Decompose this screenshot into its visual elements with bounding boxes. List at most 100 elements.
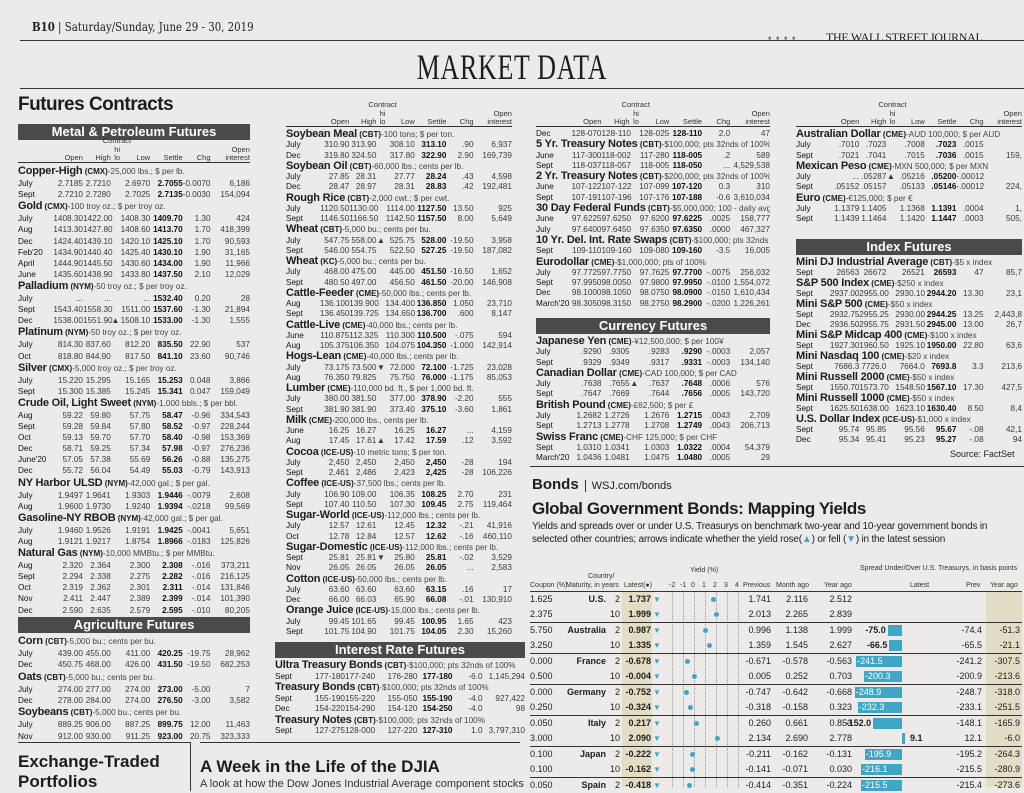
table-row: July 1408.30 1422.00 1408.30 1409.70 1.30 424: [18, 213, 250, 224]
cell-high: 1638.00: [859, 404, 889, 413]
cell-open-interest: 418,399: [220, 225, 250, 235]
cell-settle: 100.95: [421, 616, 447, 626]
header-month-ago: Month ago: [776, 582, 810, 589]
cell-high: .7041: [865, 150, 887, 160]
coupon: 0.500: [530, 671, 553, 681]
cell-low: 101.75: [389, 626, 415, 636]
cell-open-interest: 130,910: [482, 595, 512, 604]
table-row: Sept 480.50 497.00 456.50 461.50 -20.00 146,90…: [286, 278, 512, 288]
previous-yield: 0.996: [748, 625, 771, 635]
cell-open-interest: 142,914: [482, 341, 512, 350]
cell-hilo-marker: [886, 310, 895, 320]
table-row: July 73.175 73.500 ▼ 72.000 72.100 -1.725 23,02…: [286, 363, 512, 373]
table-row: July 1.9497 1.9641 1.9303 1.9446 -.0079 2,608: [18, 490, 250, 501]
table-row: Sept 155-190 155-220 155-050 155-190 -4.0 927,…: [275, 694, 525, 705]
bonds-link[interactable]: WSJ.com/bonds: [584, 480, 672, 492]
contract-spec: -£62,500; $ per £: [630, 400, 694, 410]
cell-open: .7647: [581, 389, 602, 399]
header-open: Open: [840, 117, 860, 126]
cell-open: 1.9600: [57, 501, 83, 511]
exchange-code: (ICE-US): [882, 415, 915, 424]
cell-settle: 104.05: [421, 626, 447, 636]
cell-high: 844.90: [85, 351, 111, 361]
cell-settle: 66.08: [425, 595, 447, 604]
cell-month: June: [286, 330, 304, 340]
cell-settle: 1.0480: [677, 453, 703, 463]
column-divider: [190, 742, 191, 791]
cell-settle: .7656: [681, 389, 703, 399]
cell-month: Dec: [18, 316, 33, 326]
cell-settle: 16.27: [425, 426, 447, 435]
cell-hilo-marker: [376, 532, 385, 542]
contract-title: Cattle-Feeder: [286, 287, 354, 299]
cell-high: 109-160: [601, 246, 632, 256]
table-row: Nov 912.00 930.00 911.25 923.00 20.75 323,333: [18, 731, 250, 742]
spread-year-ago: -51.3: [999, 625, 1020, 635]
cell-open-interest: 7: [245, 684, 250, 694]
contract-name: Eurodollar (CME)-$1,000,000; pts of 100%: [536, 257, 770, 268]
cell-hilo-marker: [111, 375, 120, 386]
cell-settle: .7036: [935, 150, 957, 160]
cell-open: 1.1379: [834, 204, 860, 214]
cell-low: 373.40: [389, 404, 415, 414]
cell-change: .0015: [963, 140, 984, 150]
cell-high: 63.60: [355, 584, 377, 594]
cell-hilo-marker: [376, 627, 385, 637]
year-ago-yield: 2.778: [829, 733, 852, 743]
cell-month: Dec: [796, 435, 811, 444]
cell-settle: 923.00: [157, 731, 183, 741]
table-row: Dec 2.590 2.635 2.579 2.595 -.010 80,205: [18, 605, 250, 616]
section-title: MARKET DATA: [416, 47, 608, 87]
contract-spec: -MXN 500,000; $ per MXN: [891, 161, 989, 171]
cell-month: Dec: [796, 320, 811, 329]
header-spread-latest: Latest: [910, 582, 930, 589]
cell-month: Sept: [536, 442, 553, 452]
exchange-code: (CMX): [49, 363, 73, 373]
cell-hilo-marker: [111, 236, 120, 247]
latest-yield: -0.222: [625, 749, 651, 759]
contract-spec: -5,000 bu.; cents per bu.: [337, 257, 426, 266]
table-row: July 1120.50 1130.00 1114.00 1127.50 13.50 925: [286, 204, 512, 214]
cell-open: 912.00: [57, 731, 83, 741]
table-row: Dec 1424.40 1439.10 1420.10 1425.10 1.70 90,59…: [18, 236, 250, 247]
month-ago-yield: 2.690: [785, 733, 808, 743]
table-row: Sept 1146.50 1166.50 1142.50 1157.50 8.00 5,64…: [286, 214, 512, 224]
cell-low: 128-025: [639, 129, 670, 138]
spread-prev: -195.2: [956, 749, 982, 759]
cell-low: 2.275: [129, 572, 151, 582]
cell-open-interest: 21,894: [224, 305, 250, 315]
cell-settle: 136.700: [416, 309, 447, 319]
cell-hilo-marker: [111, 582, 120, 593]
coupon: 0.050: [530, 780, 553, 790]
cell-month: Dec: [286, 182, 301, 192]
table-row: July .7638 .7655 ▲ .7637 .7648 .0006 576: [536, 379, 770, 389]
futures-group-rates2: Open High Contract hi lo Low Settle Chg Open in…: [536, 101, 770, 309]
coupon: 1.625: [530, 594, 553, 604]
spread-latest: -152.0: [845, 718, 872, 728]
cell-open: 1.2682: [576, 411, 602, 421]
exchange-code: (CBT): [353, 715, 376, 725]
cell-open: 450.75: [57, 660, 83, 670]
year-ago-yield: 1.999: [829, 625, 852, 635]
cell-high: 455.00: [85, 649, 111, 659]
cell-hilo-marker: [376, 309, 385, 319]
cell-open-interest: 460,110: [482, 531, 512, 541]
cell-open-interest: 12,029: [224, 269, 250, 279]
table-row: Aug 105.375 106.350 104.075 104.350 -1.000 142…: [286, 341, 512, 351]
cell-month: July: [536, 411, 551, 421]
cell-hilo-marker: [111, 571, 120, 582]
contract-title: Cattle-Live: [286, 319, 341, 331]
table-row: Sept .9329 .9349 .9317 .9331 -.0003 134,140: [536, 358, 770, 368]
cell-hilo-marker: [886, 289, 895, 299]
cell-high: 381.50: [351, 394, 377, 404]
contract-spec: -$1,000 x index: [914, 415, 971, 424]
cell-high: 1558.30: [82, 305, 113, 315]
cell-settle: 26593: [933, 268, 957, 277]
cell-change: -0.0030: [182, 190, 211, 200]
exchange-code: (ICE-US): [369, 542, 403, 552]
table-row: Dec 28.47 28.97 28.31 28.83 .42 192,481: [286, 182, 512, 192]
cell-open-interest: 90,593: [224, 236, 250, 246]
cell-open: 12.78: [328, 531, 350, 541]
cell-open-interest: 131,846: [220, 583, 250, 593]
cell-month: Dec: [18, 236, 33, 246]
